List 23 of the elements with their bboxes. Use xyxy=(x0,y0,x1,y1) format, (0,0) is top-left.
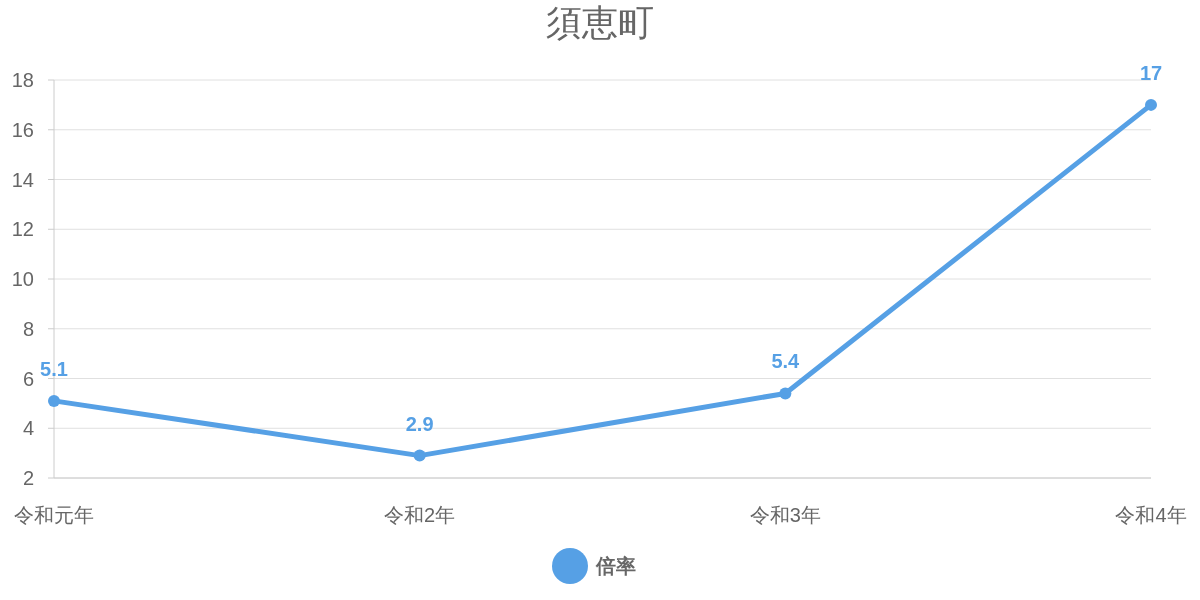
point xyxy=(48,394,60,407)
data-label: 5.4 xyxy=(771,350,801,373)
x-tick-label: 令和元年 xyxy=(14,504,94,526)
x-tick-label: 令和2年 xyxy=(384,504,456,526)
x-tick-label: 令和3年 xyxy=(749,504,821,526)
point xyxy=(779,387,792,400)
y-tick-label: 2 xyxy=(22,467,34,489)
legend-label: 倍率 xyxy=(595,555,636,577)
y-tick-label: 16 xyxy=(11,118,34,141)
y-tick-label: 18 xyxy=(11,69,34,91)
data-label: 2.9 xyxy=(405,412,434,435)
chart-title: 須恵町 xyxy=(546,2,654,43)
y-tick-label: 12 xyxy=(11,218,34,241)
y-tick-label: 14 xyxy=(11,168,34,191)
y-tick-label: 4 xyxy=(22,417,34,440)
x-tick-label: 令和4年 xyxy=(1115,504,1187,526)
y-tick-label: 8 xyxy=(22,317,34,340)
y-tick-label: 10 xyxy=(11,268,34,290)
data-label: 5.1 xyxy=(40,357,68,380)
y-tick-label: 6 xyxy=(22,367,34,390)
point xyxy=(413,449,426,462)
data-label: 17 xyxy=(1139,61,1163,84)
point xyxy=(1145,98,1157,111)
